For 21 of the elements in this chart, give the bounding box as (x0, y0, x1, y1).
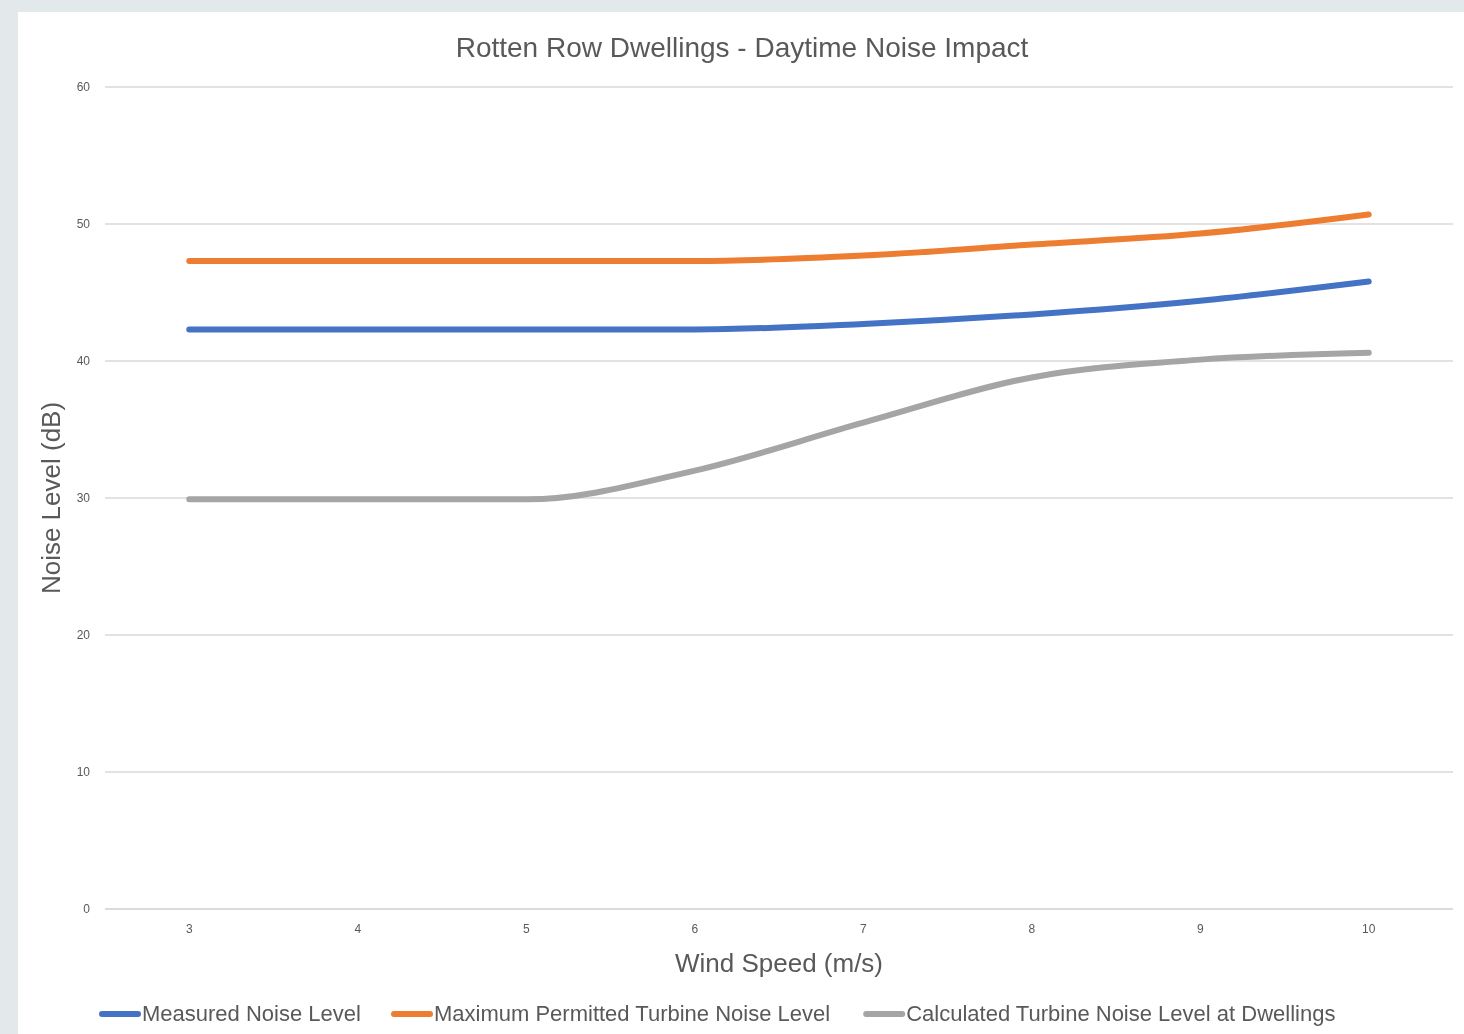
x-tick-label: 8 (1028, 922, 1036, 936)
x-tick-label: 9 (1196, 922, 1204, 936)
y-axis-title: Noise Level (dB) (36, 401, 66, 595)
x-tick-label: 5 (522, 922, 530, 936)
y-tick-label: 30 (76, 491, 91, 505)
legend-label: Calculated Turbine Noise Level at Dwellings (906, 1001, 1336, 1026)
x-tick-label: 4 (354, 922, 362, 936)
y-tick-label: 10 (76, 765, 91, 779)
y-tick-label: 40 (76, 354, 91, 368)
x-axis-title: Wind Speed (m/s) (674, 948, 884, 978)
x-tick-label: 6 (691, 922, 699, 936)
x-tick-label: 7 (859, 922, 867, 936)
chart-title: Rotten Row Dwellings - Daytime Noise Impact (455, 32, 1029, 63)
x-tick-label: 10 (1362, 922, 1376, 936)
y-tick-label: 0 (83, 902, 91, 916)
legend-label: Maximum Permitted Turbine Noise Level (434, 1001, 831, 1026)
legend-label: Measured Noise Level (142, 1001, 361, 1026)
x-tick-label: 3 (185, 922, 193, 936)
y-tick-label: 60 (76, 80, 91, 94)
y-tick-label: 50 (76, 217, 91, 231)
y-tick-label: 20 (76, 628, 91, 642)
